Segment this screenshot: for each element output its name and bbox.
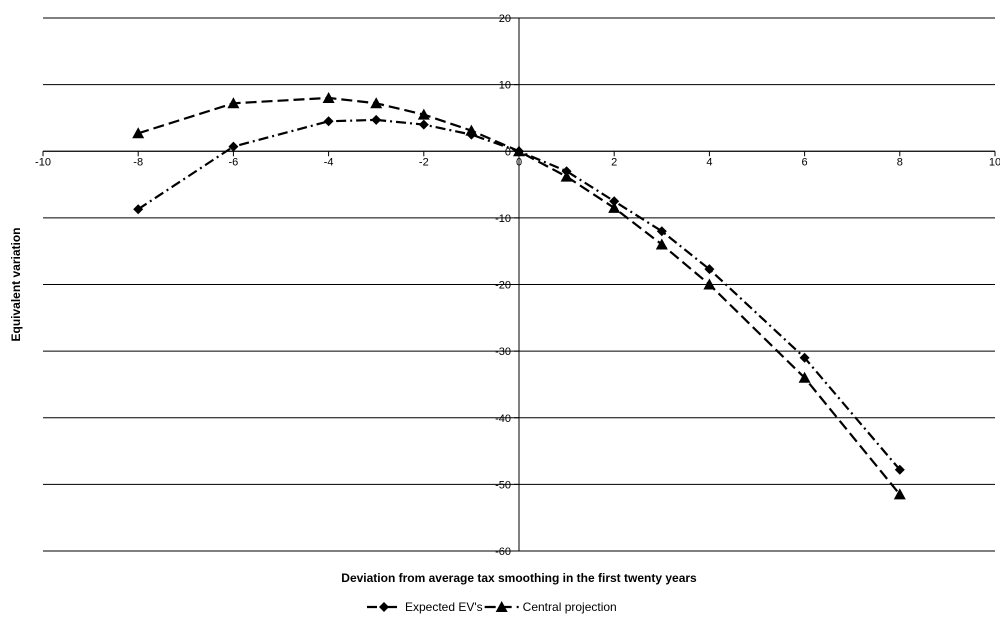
y-tick-label: -40	[495, 413, 511, 425]
data-point-diamond	[656, 226, 667, 237]
x-tick-label: -10	[35, 156, 51, 168]
data-point-diamond	[799, 352, 810, 363]
y-tick-label: -50	[495, 479, 511, 491]
y-axis-title: Equivalent variation	[9, 227, 23, 341]
legend-label-1: Central projection	[523, 600, 617, 614]
data-point-triangle	[560, 170, 573, 182]
data-point-diamond	[133, 204, 144, 215]
x-tick-label: -4	[324, 156, 334, 168]
y-tick-label: -10	[495, 213, 511, 225]
x-tick-label: 6	[802, 156, 808, 168]
x-tick-label: 2	[611, 156, 617, 168]
data-point-diamond	[371, 114, 382, 125]
x-tick-label: 4	[706, 156, 712, 168]
legend: Expected EV's Central projection	[367, 600, 617, 614]
data-point-diamond	[704, 264, 715, 275]
markers-group	[132, 91, 906, 500]
x-tick-label: 8	[897, 156, 903, 168]
x-tick-label: -8	[133, 156, 143, 168]
data-point-triangle	[893, 488, 906, 500]
data-point-diamond	[609, 196, 620, 207]
data-point-diamond	[894, 464, 905, 475]
y-tick-label: 10	[499, 80, 511, 92]
x-tick-label: -2	[419, 156, 429, 168]
data-point-triangle	[798, 371, 811, 383]
x-axis-title: Deviation from average tax smoothing in …	[341, 571, 697, 585]
data-point-triangle	[655, 238, 668, 250]
y-tick-label: -20	[495, 280, 511, 292]
data-point-triangle	[465, 124, 478, 136]
y-tick-label: 0	[505, 146, 511, 158]
data-point-diamond	[228, 141, 239, 152]
data-point-diamond	[418, 119, 429, 130]
x-tick-label: -6	[229, 156, 239, 168]
x-tick-label: 10	[989, 156, 1000, 168]
data-point-triangle	[370, 97, 383, 109]
x-tick-label: 0	[516, 156, 522, 168]
legend-label-0: Expected EV's	[405, 600, 483, 614]
legend-marker-triangle	[495, 601, 508, 612]
tick-labels: -10 -8 -6 -4 -2 0 2 4 6 8 1020100-10-20-30-40-50-6…	[35, 13, 1000, 558]
data-point-triangle	[227, 97, 240, 109]
y-tick-label: -60	[495, 546, 511, 558]
data-point-triangle	[417, 108, 430, 120]
data-point-triangle	[513, 145, 525, 157]
y-tick-label: 20	[499, 13, 511, 25]
data-point-diamond	[323, 116, 334, 127]
legend-marker-diamond	[379, 602, 389, 612]
data-point-triangle	[322, 91, 335, 103]
data-point-triangle	[132, 127, 145, 139]
data-point-triangle	[608, 201, 621, 213]
y-tick-label: -30	[495, 346, 511, 358]
data-point-triangle	[703, 278, 716, 290]
